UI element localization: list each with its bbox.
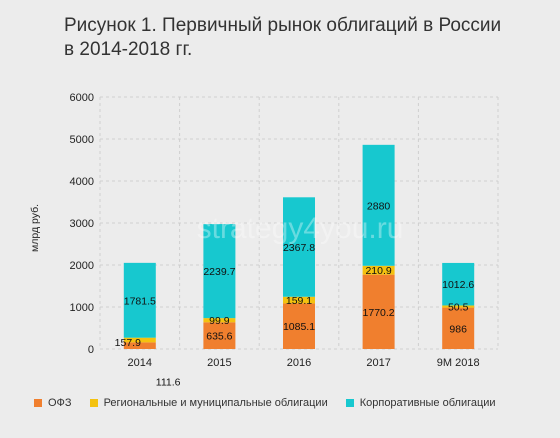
bar-corporate [123, 262, 156, 338]
legend-item: ОФЗ [34, 397, 72, 409]
value-label-corporate: 1012.6 [442, 279, 474, 291]
legend-swatch [89, 399, 98, 407]
title-line-2: в 2014-2018 гг. [64, 39, 193, 60]
x-tick-label: 2015 [207, 357, 231, 369]
bar-ofz [362, 274, 395, 349]
value-label-regional: 159.1 [286, 295, 312, 307]
legend-label: ОФЗ [48, 397, 72, 409]
value-label-regional: 99.9 [209, 315, 230, 327]
y-tick-label: 1000 [70, 302, 94, 314]
bar-regional [362, 265, 395, 275]
bar-corporate [362, 144, 395, 266]
value-label-regional: 50.5 [448, 302, 469, 314]
bar-ofz [203, 322, 236, 349]
legend-item: Региональные и муниципальные облигации [89, 397, 328, 409]
bar-regional [123, 337, 156, 343]
bar-regional [203, 318, 236, 323]
x-tick-label: 9M 2018 [437, 357, 480, 369]
bar-corporate [442, 262, 475, 306]
value-label-ofz: 1770.2 [363, 307, 395, 319]
value-label-ofz: 986 [449, 323, 467, 335]
value-label-corporate: 2367.8 [283, 242, 315, 254]
bar-regional [442, 305, 475, 308]
title-line-1: Рисунок 1. Первичный рынок облигаций в Р… [64, 15, 502, 36]
value-label-ofz: 1085.1 [283, 321, 315, 333]
bar-ofz [123, 342, 156, 349]
value-label-regional: 210.9 [365, 265, 391, 277]
value-label-corporate: 1781.5 [124, 295, 156, 307]
y-tick-label: 2000 [70, 260, 94, 272]
bars [123, 144, 475, 349]
value-label-ofz: 635.6 [206, 331, 232, 343]
legend-label: Региональные и муниципальные облигации [103, 397, 328, 409]
legend-swatch [34, 399, 42, 407]
legend-item: Корпоративные облигации [345, 397, 496, 409]
y-axis-label: млрд руб. [29, 204, 41, 252]
y-tick-label: 0 [88, 344, 94, 356]
legend: ОФЗ Региональные и муниципальные облигаци… [34, 397, 534, 409]
x-tick-label: 2016 [287, 357, 311, 369]
bar-ofz [283, 303, 315, 349]
value-label-regional: 111.6 [156, 377, 181, 389]
bar-corporate [203, 224, 236, 319]
x-tick-label: 2014 [128, 357, 152, 369]
legend-label: Корпоративные облигации [359, 397, 496, 409]
chart-title: Рисунок 1. Первичный рынок облигаций в Р… [64, 14, 534, 62]
x-tick-label: 2017 [366, 357, 390, 369]
y-tick-label: 5000 [70, 134, 94, 146]
value-label-corporate: 2239.7 [203, 266, 235, 278]
value-labels: 157.9 111.6 1781.5 635.6 99.9 2239.7 1085.1 159… [115, 200, 475, 388]
legend-swatch [345, 399, 354, 407]
bar-regional [283, 296, 315, 304]
y-tick-label: 4000 [70, 176, 94, 188]
bar-corporate [283, 197, 315, 297]
value-label-corporate: 2880 [367, 200, 391, 212]
value-label-ofz: 157.9 [115, 337, 141, 349]
grid-lines [99, 96, 499, 350]
y-tick-label: 6000 [70, 92, 94, 104]
x-axis-ticks: 2014 2015 2016 2017 9M 2018 [128, 357, 480, 369]
y-tick-label: 3000 [70, 218, 94, 230]
y-axis-ticks: 0 1000 2000 3000 4000 5000 6000 [70, 92, 94, 356]
watermark: strategy4you.ru [197, 212, 404, 245]
bar-ofz [442, 307, 475, 349]
